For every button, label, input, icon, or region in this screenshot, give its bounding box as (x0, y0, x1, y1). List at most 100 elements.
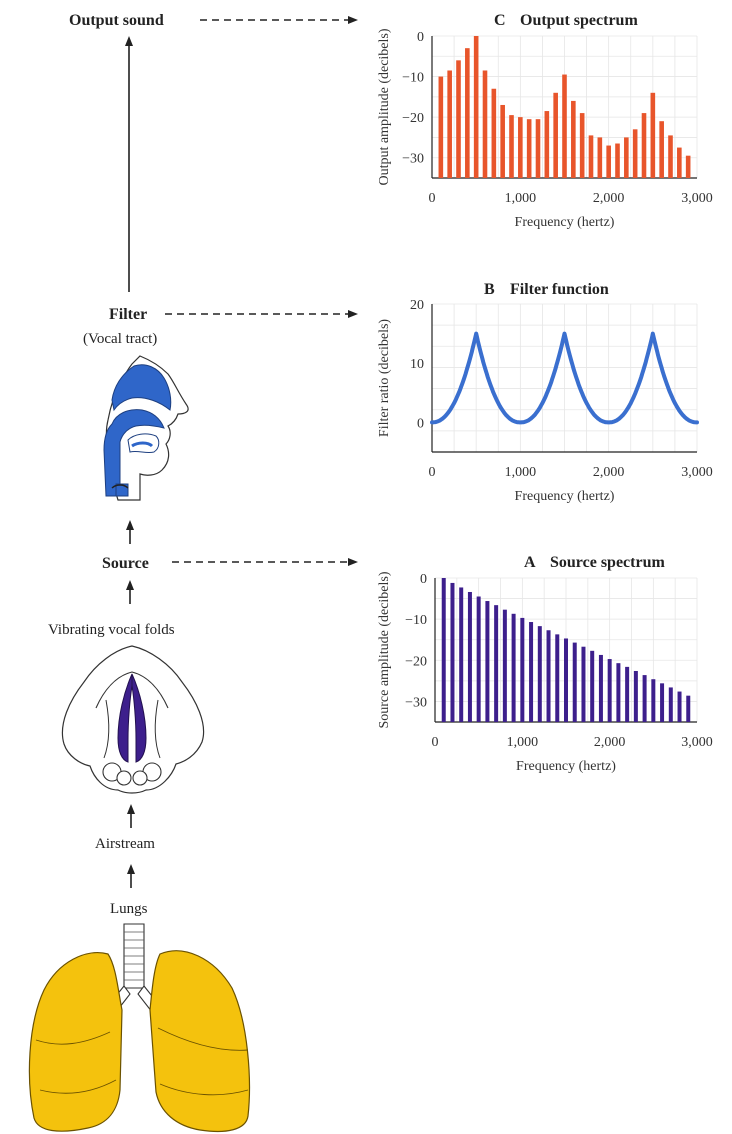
output-bar (509, 115, 514, 178)
output-bar (562, 74, 567, 178)
filter-ytick-label: 0 (417, 416, 424, 431)
source-bar (590, 650, 595, 722)
folds-to-source-arrowhead (126, 580, 134, 590)
source-bar (677, 691, 682, 722)
output-bar (438, 76, 444, 178)
output-bar (553, 92, 558, 178)
source-bar (633, 670, 638, 722)
output-bar (571, 100, 576, 178)
source-xtick-label: 3,000 (681, 735, 713, 750)
output-bar (482, 70, 488, 178)
source-chart-title: Source spectrum (550, 554, 665, 571)
output-bar (641, 113, 647, 178)
output-spectrum-chart: 0 1,000 2,000 3,000 0 −10 −20 −30 Frequency (her… (377, 12, 713, 230)
output-bar (465, 48, 470, 178)
filter-panel-letter: B (484, 281, 495, 298)
source-bar (546, 630, 551, 722)
source-spectrum-chart: 0 1,000 2,000 3,000 0 −10 −20 −30 Frequency (her… (377, 554, 713, 774)
output-ytick-label: 0 (417, 30, 424, 45)
output-xtick-label: 1,000 (505, 191, 537, 206)
filter-xtick-label: 3,000 (681, 465, 713, 480)
source-dashed-arrowhead (348, 558, 358, 566)
lungs-to-airstream-arrowhead (127, 864, 135, 874)
source-bar (581, 646, 586, 722)
airstream-label: Airstream (95, 836, 155, 852)
source-to-filter-arrowhead (126, 520, 134, 530)
filter-x-axis-label: Frequency (hertz) (515, 489, 615, 504)
output-bar (526, 119, 532, 178)
source-bar (459, 587, 464, 722)
source-y-axis-label: Source amplitude (decibels) (377, 571, 392, 728)
filter-y-axis-label: Filter ratio (decibels) (377, 319, 392, 438)
output-xtick-label: 0 (429, 191, 436, 206)
filter-xtick-label: 2,000 (593, 465, 625, 480)
source-ytick-label: −30 (405, 695, 427, 710)
filter-function-chart: 0 1,000 2,000 3,000 0 10 20 Frequency (hertz) Fi… (377, 281, 713, 504)
output-bar (588, 135, 594, 178)
output-bar (500, 104, 505, 178)
source-bar (511, 613, 516, 722)
lungs-icon (28, 923, 251, 1133)
source-bar (660, 683, 665, 722)
filter-to-output-arrowhead (125, 36, 133, 46)
source-bar (485, 601, 490, 722)
source-bar (476, 596, 481, 722)
source-bar (651, 679, 656, 722)
output-ytick-label: −30 (402, 152, 424, 167)
output-bar (473, 36, 479, 178)
output-bar (606, 145, 611, 178)
output-y-axis-label: Output amplitude (decibels) (377, 28, 392, 185)
output-x-axis-label: Frequency (hertz) (515, 215, 615, 230)
filter-curve (430, 331, 699, 425)
output-bar (632, 129, 638, 178)
output-panel-letter: C (494, 12, 506, 29)
output-xtick-label: 3,000 (681, 191, 713, 206)
output-bar (624, 137, 629, 178)
airstream-to-folds-arrowhead (127, 804, 135, 814)
source-bar (450, 582, 455, 722)
source-bar (625, 666, 630, 722)
filter-chart-title: Filter function (510, 281, 609, 298)
filter-label: Filter (109, 306, 147, 323)
source-bar (572, 642, 577, 722)
source-ytick-label: 0 (420, 572, 427, 587)
output-ytick-label: −10 (402, 71, 424, 86)
source-bar (668, 687, 673, 722)
output-ytick-label: −20 (402, 111, 424, 126)
source-bar (467, 591, 472, 722)
output-bar (518, 117, 523, 178)
source-bar (564, 638, 568, 722)
source-bar (502, 609, 507, 722)
lungs-label: Lungs (110, 901, 148, 917)
output-bar (659, 121, 664, 178)
source-bar (537, 626, 542, 722)
source-bar (607, 659, 612, 722)
source-xtick-label: 2,000 (594, 735, 626, 750)
source-bar (616, 663, 621, 722)
source-bar (555, 634, 560, 722)
output-bar (544, 111, 550, 178)
source-xtick-label: 0 (432, 735, 439, 750)
output-bar (456, 60, 461, 178)
filter-xtick-label: 0 (429, 465, 436, 480)
source-label: Source (102, 555, 149, 572)
filter-dashed-arrowhead (348, 310, 358, 318)
output-sound-label: Output sound (69, 12, 164, 29)
output-bar (677, 147, 682, 178)
source-bar (642, 675, 647, 722)
output-bar (668, 135, 673, 178)
output-bar (685, 155, 691, 178)
source-bar (529, 622, 534, 722)
vibrating-vocal-folds-label: Vibrating vocal folds (48, 622, 175, 638)
output-bar (650, 92, 656, 178)
source-bar (441, 578, 446, 722)
filter-ytick-label: 20 (410, 298, 424, 313)
output-chart-title: Output spectrum (520, 12, 638, 29)
source-bar (520, 617, 525, 722)
output-bar (615, 143, 620, 178)
vocal-tract-icon (103, 355, 189, 501)
output-xtick-label: 2,000 (593, 191, 625, 206)
vocal-folds-icon (61, 645, 205, 794)
filter-xtick-label: 1,000 (505, 465, 537, 480)
source-bar (686, 695, 691, 722)
